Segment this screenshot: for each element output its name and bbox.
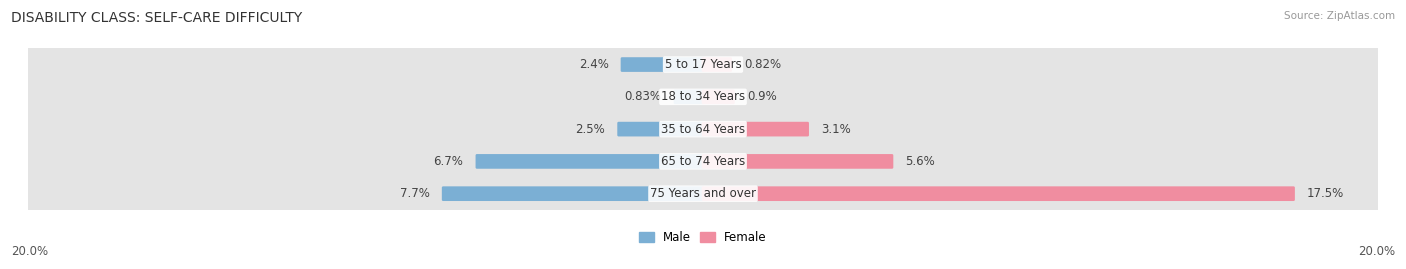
Text: 0.82%: 0.82% — [744, 58, 782, 71]
Text: Source: ZipAtlas.com: Source: ZipAtlas.com — [1284, 11, 1395, 21]
Text: 18 to 34 Years: 18 to 34 Years — [661, 90, 745, 103]
FancyBboxPatch shape — [673, 90, 704, 104]
FancyBboxPatch shape — [702, 57, 733, 72]
FancyBboxPatch shape — [24, 80, 1382, 114]
Text: 6.7%: 6.7% — [433, 155, 464, 168]
Text: 20.0%: 20.0% — [11, 245, 48, 258]
Text: 17.5%: 17.5% — [1308, 187, 1344, 200]
Text: 2.5%: 2.5% — [575, 123, 605, 136]
Text: 75 Years and over: 75 Years and over — [650, 187, 756, 200]
FancyBboxPatch shape — [441, 186, 704, 201]
FancyBboxPatch shape — [24, 177, 1382, 210]
FancyBboxPatch shape — [24, 145, 1382, 178]
FancyBboxPatch shape — [702, 186, 1295, 201]
Text: 3.1%: 3.1% — [821, 123, 851, 136]
Text: 0.9%: 0.9% — [747, 90, 776, 103]
Text: 2.4%: 2.4% — [579, 58, 609, 71]
FancyBboxPatch shape — [702, 90, 735, 104]
FancyBboxPatch shape — [24, 48, 1382, 81]
FancyBboxPatch shape — [702, 122, 808, 136]
FancyBboxPatch shape — [475, 154, 704, 169]
FancyBboxPatch shape — [702, 154, 893, 169]
Text: 5.6%: 5.6% — [905, 155, 935, 168]
FancyBboxPatch shape — [620, 57, 704, 72]
Legend: Male, Female: Male, Female — [634, 227, 772, 249]
FancyBboxPatch shape — [24, 112, 1382, 146]
Text: 35 to 64 Years: 35 to 64 Years — [661, 123, 745, 136]
Text: DISABILITY CLASS: SELF-CARE DIFFICULTY: DISABILITY CLASS: SELF-CARE DIFFICULTY — [11, 11, 302, 25]
Text: 0.83%: 0.83% — [624, 90, 661, 103]
Text: 7.7%: 7.7% — [399, 187, 430, 200]
FancyBboxPatch shape — [617, 122, 704, 136]
Text: 20.0%: 20.0% — [1358, 245, 1395, 258]
Text: 5 to 17 Years: 5 to 17 Years — [665, 58, 741, 71]
Text: 65 to 74 Years: 65 to 74 Years — [661, 155, 745, 168]
